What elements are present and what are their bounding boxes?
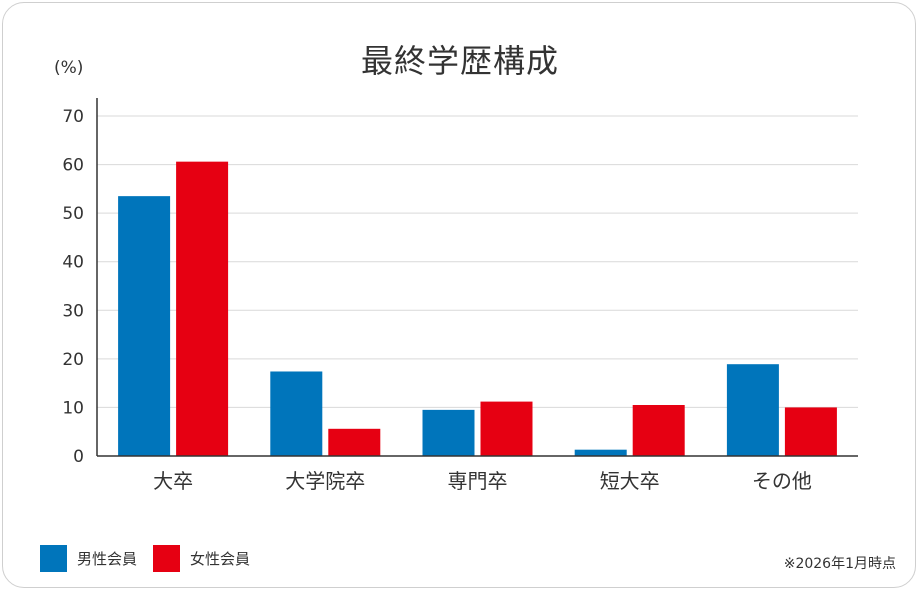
y-tick-label: 10	[62, 398, 84, 418]
x-category-label: その他	[752, 469, 812, 493]
y-tick-label: 50	[62, 204, 84, 224]
bar-male	[726, 364, 779, 456]
legend: 男性会員 女性会員	[40, 545, 266, 572]
x-category-label: 大卒	[153, 469, 193, 493]
bar-male	[574, 449, 627, 456]
y-tick-label: 40	[62, 253, 84, 273]
legend-label-male: 男性会員	[77, 550, 138, 568]
legend-swatch-male	[40, 545, 67, 572]
chart-title: 最終学歴構成	[360, 42, 559, 80]
bar-male	[422, 409, 475, 456]
y-tick-label: 70	[62, 107, 84, 127]
bar-male	[270, 371, 323, 456]
y-tick-label: 30	[62, 301, 84, 321]
y-tick-label: 20	[62, 350, 84, 370]
x-category-label: 専門卒	[448, 469, 508, 493]
y-axis-unit-label: (%)	[54, 58, 84, 78]
legend-swatch-female	[153, 545, 181, 572]
bar-female	[632, 405, 685, 456]
legend-label-female: 女性会員	[190, 550, 251, 568]
legend-item-female: 女性会員	[153, 545, 250, 572]
date-note: ※2026年1月時点	[783, 556, 896, 572]
y-tick-label: 0	[73, 447, 84, 467]
bar-male	[118, 196, 171, 456]
bar-female	[176, 161, 229, 456]
x-category-label: 大学院卒	[285, 469, 365, 493]
legend-item-male: 男性会員	[40, 545, 137, 572]
x-category-label: 短大卒	[600, 469, 660, 493]
bar-female	[480, 401, 533, 456]
bar-female	[784, 407, 837, 456]
bar-female	[328, 428, 381, 456]
y-tick-label: 60	[62, 156, 84, 176]
